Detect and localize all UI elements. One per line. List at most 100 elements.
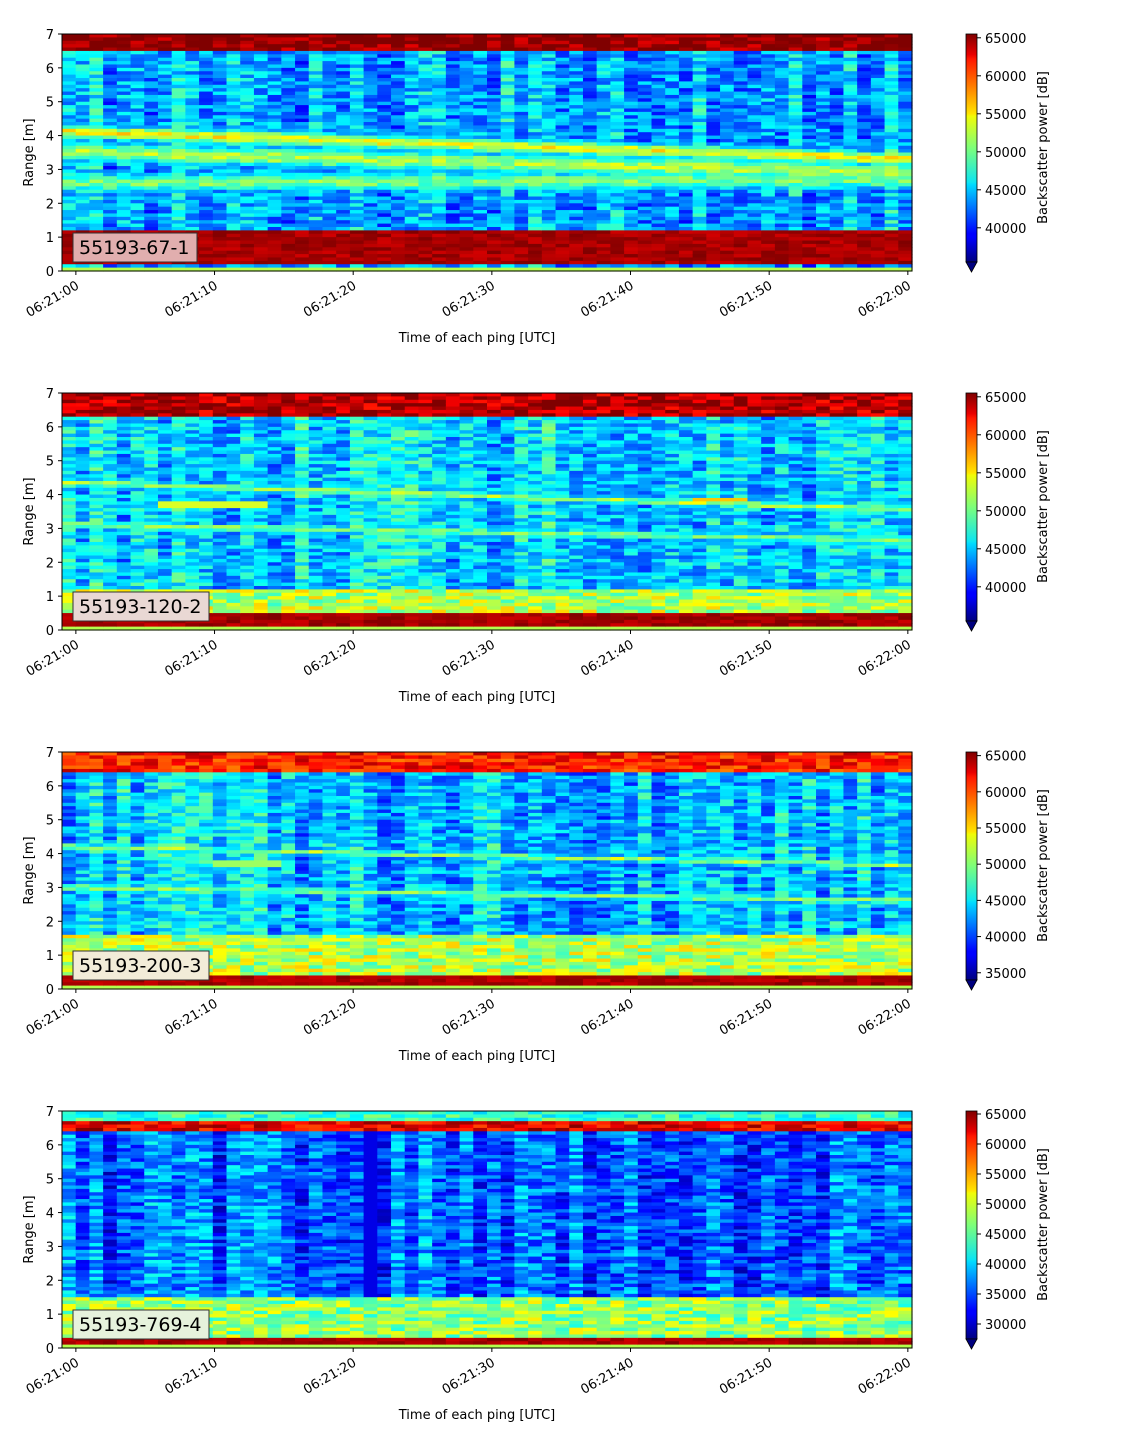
heatmap-cell: [596, 44, 611, 49]
heatmap-cell: [404, 230, 420, 235]
heatmap-cell: [582, 152, 598, 157]
heatmap-cell: [171, 199, 186, 204]
heatmap-cell: [418, 88, 433, 93]
heatmap-cell: [185, 71, 200, 76]
heatmap-cell: [569, 81, 584, 86]
heatmap-cell: [541, 64, 557, 69]
heatmap-cell: [528, 138, 543, 143]
heatmap-cell: [678, 240, 694, 245]
heatmap-cell: [514, 179, 529, 184]
heatmap-cell: [624, 152, 639, 157]
heatmap-cell: [157, 176, 173, 181]
heatmap-cell: [459, 132, 474, 137]
heatmap-cell: [514, 203, 529, 208]
heatmap-cell: [596, 138, 611, 143]
heatmap-cell: [349, 71, 365, 76]
heatmap-cell: [541, 257, 557, 262]
heatmap-cell: [665, 237, 680, 242]
heatmap-cell: [240, 179, 255, 184]
heatmap-cell: [555, 240, 570, 245]
heatmap-cell: [75, 50, 91, 55]
heatmap-cell: [226, 128, 241, 133]
heatmap-cell: [391, 108, 406, 113]
heatmap-cell: [322, 179, 337, 184]
heatmap-cell: [240, 37, 255, 42]
heatmap-cell: [226, 243, 241, 248]
heatmap-cell: [226, 169, 241, 174]
heatmap-cell: [582, 162, 598, 167]
heatmap-cell: [596, 132, 611, 137]
heatmap-cell: [62, 50, 77, 55]
heatmap-cell: [240, 78, 255, 82]
heatmap-cell: [541, 210, 557, 215]
heatmap-cell: [596, 237, 611, 242]
heatmap-cell: [637, 61, 653, 66]
heatmap-cell: [199, 47, 214, 52]
heatmap-cell: [253, 257, 269, 262]
heatmap-cell: [75, 71, 91, 76]
heatmap-cell: [459, 111, 474, 116]
heatmap-cell: [89, 169, 104, 174]
heatmap-cell: [596, 135, 611, 140]
heatmap-cell: [596, 142, 611, 147]
heatmap-cell: [637, 115, 653, 120]
heatmap-cell: [157, 78, 173, 82]
colorbar-tick-label: 40000: [985, 222, 1026, 237]
heatmap-cell: [555, 67, 570, 72]
heatmap-cell: [253, 213, 269, 218]
heatmap-cell: [582, 105, 598, 110]
heatmap-cell: [610, 179, 625, 184]
heatmap-cell: [253, 264, 269, 269]
heatmap-cell: [473, 47, 488, 52]
heatmap-cell: [295, 162, 310, 167]
heatmap-cell: [445, 186, 461, 191]
heatmap-cell: [171, 44, 186, 49]
heatmap-cell: [665, 57, 680, 62]
heatmap-cell: [500, 159, 516, 164]
heatmap-cell: [514, 267, 529, 272]
heatmap-cell: [322, 189, 337, 194]
heatmap-cell: [610, 243, 625, 248]
heatmap-cell: [678, 64, 694, 69]
heatmap-cell: [692, 186, 707, 191]
heatmap-cell: [445, 213, 461, 218]
heatmap-cell: [308, 47, 324, 52]
heatmap-cell: [226, 142, 241, 147]
heatmap-cell: [610, 223, 625, 228]
heatmap-cell: [171, 81, 186, 86]
heatmap-cell: [363, 108, 378, 113]
heatmap-cell: [473, 206, 488, 211]
heatmap-cell: [377, 145, 392, 150]
heatmap-cell: [528, 44, 543, 49]
heatmap-cell: [308, 213, 324, 218]
heatmap-cell: [75, 84, 91, 89]
heatmap-cell: [404, 40, 420, 45]
heatmap-cell: [349, 128, 365, 133]
heatmap-cell: [678, 196, 694, 201]
heatmap-cell: [473, 64, 488, 69]
heatmap-cell: [130, 61, 145, 66]
heatmap-cell: [678, 169, 694, 174]
heatmap-cell: [171, 193, 186, 198]
heatmap-cell: [637, 267, 653, 272]
heatmap-cell: [295, 210, 310, 215]
heatmap-cell: [212, 71, 228, 76]
heatmap-cell: [336, 176, 351, 181]
heatmap-cell: [199, 267, 214, 272]
heatmap-cell: [514, 40, 529, 45]
heatmap-cell: [473, 101, 488, 106]
heatmap-cell: [651, 50, 666, 55]
heatmap-cell: [500, 172, 516, 177]
heatmap-cell: [240, 64, 255, 69]
heatmap-cell: [171, 57, 186, 62]
heatmap-cell: [226, 98, 241, 103]
heatmap-cell: [130, 166, 145, 171]
heatmap-cell: [459, 105, 474, 110]
heatmap-cell: [130, 98, 145, 103]
heatmap-cell: [281, 125, 296, 130]
heatmap-cell: [185, 223, 200, 228]
heatmap-cell: [240, 142, 255, 147]
heatmap-cell: [418, 78, 433, 82]
heatmap-cell: [212, 155, 228, 160]
heatmap-cell: [349, 172, 365, 177]
